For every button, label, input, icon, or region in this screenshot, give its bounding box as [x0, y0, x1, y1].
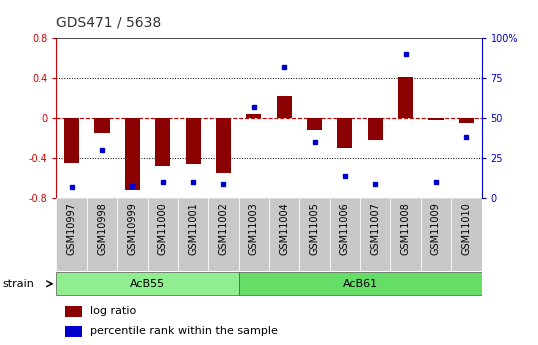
- Text: AcB61: AcB61: [343, 279, 378, 289]
- Bar: [65, 326, 82, 337]
- Bar: [337, 118, 352, 148]
- Bar: [277, 96, 292, 118]
- Text: GSM11005: GSM11005: [309, 202, 320, 255]
- Text: GSM11002: GSM11002: [218, 202, 229, 255]
- Bar: [87, 198, 117, 271]
- Bar: [186, 118, 201, 164]
- Bar: [65, 306, 82, 317]
- Text: GSM11010: GSM11010: [461, 202, 471, 255]
- Text: GSM11001: GSM11001: [188, 202, 198, 255]
- Bar: [330, 198, 360, 271]
- Bar: [398, 77, 413, 118]
- Bar: [56, 198, 87, 271]
- Text: GSM10999: GSM10999: [128, 202, 137, 255]
- Bar: [95, 118, 110, 133]
- Text: GSM11006: GSM11006: [340, 202, 350, 255]
- Bar: [269, 198, 299, 271]
- Text: GSM10997: GSM10997: [67, 202, 77, 255]
- Bar: [299, 198, 330, 271]
- Bar: [117, 198, 147, 271]
- Bar: [459, 118, 474, 123]
- Bar: [239, 198, 269, 271]
- Bar: [391, 198, 421, 271]
- Bar: [147, 198, 178, 271]
- Bar: [451, 198, 482, 271]
- Bar: [239, 272, 482, 295]
- Text: GSM11007: GSM11007: [370, 202, 380, 255]
- Text: log ratio: log ratio: [90, 306, 137, 316]
- Text: GDS471 / 5638: GDS471 / 5638: [56, 16, 162, 30]
- Text: strain: strain: [3, 279, 34, 289]
- Text: GSM11003: GSM11003: [249, 202, 259, 255]
- Bar: [155, 118, 171, 166]
- Bar: [421, 198, 451, 271]
- Bar: [307, 118, 322, 130]
- Text: AcB55: AcB55: [130, 279, 165, 289]
- Bar: [216, 118, 231, 173]
- Text: GSM11008: GSM11008: [401, 202, 410, 255]
- Text: GSM11000: GSM11000: [158, 202, 168, 255]
- Text: GSM11004: GSM11004: [279, 202, 289, 255]
- Bar: [367, 118, 383, 140]
- Bar: [64, 118, 79, 163]
- Text: GSM11009: GSM11009: [431, 202, 441, 255]
- Bar: [125, 118, 140, 190]
- Bar: [360, 198, 391, 271]
- Text: GSM10998: GSM10998: [97, 202, 107, 255]
- Bar: [246, 114, 261, 118]
- Bar: [208, 198, 239, 271]
- Bar: [428, 118, 443, 120]
- Text: percentile rank within the sample: percentile rank within the sample: [90, 326, 278, 336]
- Bar: [178, 198, 208, 271]
- Bar: [56, 272, 239, 295]
